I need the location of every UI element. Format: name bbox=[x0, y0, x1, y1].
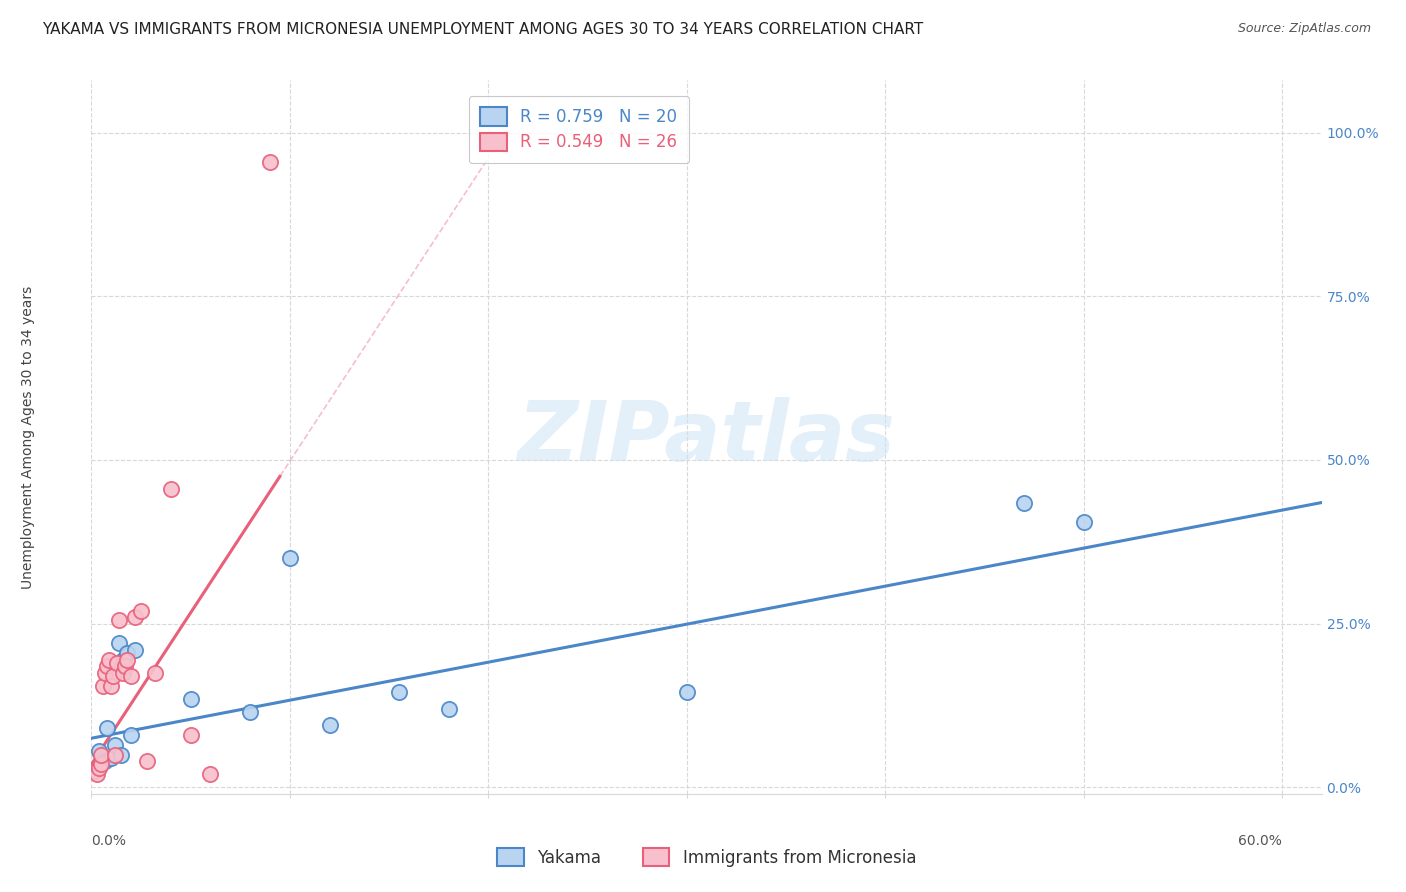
Text: YAKAMA VS IMMIGRANTS FROM MICRONESIA UNEMPLOYMENT AMONG AGES 30 TO 34 YEARS CORR: YAKAMA VS IMMIGRANTS FROM MICRONESIA UNE… bbox=[42, 22, 924, 37]
Point bbox=[115, 653, 138, 667]
Point bbox=[388, 685, 411, 699]
Point bbox=[200, 767, 222, 781]
Point bbox=[96, 659, 118, 673]
Point bbox=[136, 754, 159, 768]
Point bbox=[89, 744, 111, 758]
Point bbox=[259, 155, 281, 169]
Point bbox=[84, 764, 107, 778]
Point bbox=[180, 728, 202, 742]
Point bbox=[675, 685, 697, 699]
Text: 60.0%: 60.0% bbox=[1239, 834, 1282, 848]
Point bbox=[129, 603, 152, 617]
Point bbox=[115, 646, 138, 660]
Point bbox=[114, 659, 136, 673]
Text: 0.0%: 0.0% bbox=[91, 834, 127, 848]
Point bbox=[437, 702, 460, 716]
Text: Unemployment Among Ages 30 to 34 years: Unemployment Among Ages 30 to 34 years bbox=[21, 285, 35, 589]
Point bbox=[124, 643, 146, 657]
Point bbox=[159, 483, 181, 497]
Point bbox=[112, 653, 135, 667]
Point bbox=[100, 751, 122, 765]
Point bbox=[89, 761, 111, 775]
Point bbox=[120, 669, 142, 683]
Point bbox=[110, 747, 132, 762]
Point bbox=[180, 692, 202, 706]
Point bbox=[1012, 495, 1035, 509]
Point bbox=[98, 653, 121, 667]
Text: Source: ZipAtlas.com: Source: ZipAtlas.com bbox=[1237, 22, 1371, 36]
Point bbox=[120, 728, 142, 742]
Point bbox=[91, 679, 114, 693]
Point bbox=[105, 656, 128, 670]
Point bbox=[90, 757, 112, 772]
Text: ZIPatlas: ZIPatlas bbox=[517, 397, 896, 477]
Point bbox=[143, 665, 166, 680]
Point bbox=[124, 610, 146, 624]
Point bbox=[100, 679, 122, 693]
Point bbox=[108, 636, 131, 650]
Point bbox=[86, 767, 108, 781]
Point bbox=[104, 747, 127, 762]
Point bbox=[318, 718, 340, 732]
Point bbox=[94, 754, 117, 768]
Point bbox=[103, 669, 125, 683]
Point bbox=[278, 551, 301, 566]
Point bbox=[90, 747, 112, 762]
Point bbox=[112, 665, 135, 680]
Legend: Yakama, Immigrants from Micronesia: Yakama, Immigrants from Micronesia bbox=[485, 837, 928, 879]
Point bbox=[239, 705, 262, 719]
Point bbox=[108, 614, 131, 628]
Point bbox=[104, 738, 127, 752]
Point bbox=[1073, 515, 1095, 529]
Point bbox=[96, 722, 118, 736]
Point bbox=[94, 665, 117, 680]
